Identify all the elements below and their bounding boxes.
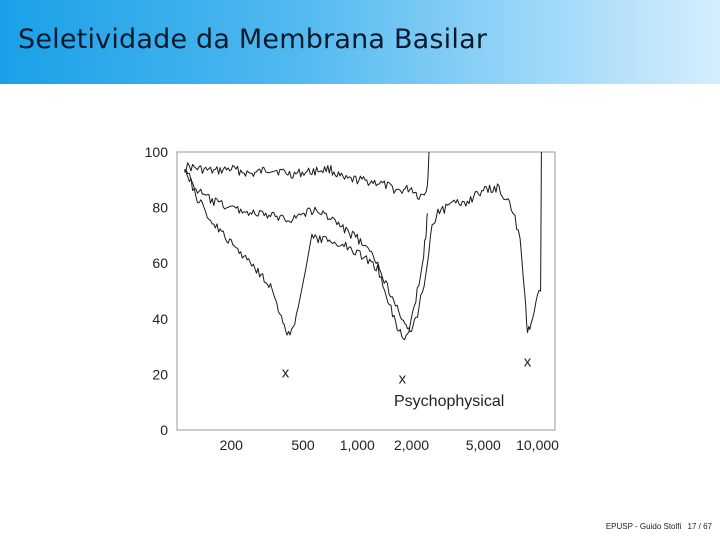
x-axis-ticks: 200 500 1,000 2,000 5,000 10,000: [220, 437, 560, 453]
y-tick-label: 60: [152, 255, 168, 271]
y-tick-label: 20: [152, 366, 168, 382]
x-tick-label: 1,000: [340, 437, 375, 453]
minimum-marker: x: [524, 354, 532, 371]
x-tick-label: 10,000: [516, 437, 559, 453]
plot-frame: [176, 151, 556, 431]
x-tick-label: 2,000: [394, 437, 429, 453]
y-tick-label: 100: [145, 144, 169, 160]
series-layer: [184, 151, 542, 341]
y-axis-ticks: 0 20 40 60 80 100: [145, 144, 169, 438]
footer-page: 17 / 67: [687, 522, 712, 531]
x-tick-label: 5,000: [466, 437, 501, 453]
title-bar: Seletividade da Membrana Basilar: [0, 0, 720, 84]
footer-author: EPUSP - Guido Stolfi: [605, 522, 682, 531]
chart-annotation: Psychophysical: [394, 393, 504, 410]
series-line: [184, 151, 542, 333]
slide-footer: EPUSP - Guido Stolfi 17 / 67: [602, 522, 712, 531]
minimum-marker: x: [399, 370, 407, 387]
series-line: [184, 169, 428, 341]
minimum-markers: x xx: [282, 354, 532, 388]
tuning-curve-chart: 0 20 40 60 80 100 200 500 1,000 2,000 5,000 10,000…: [145, 144, 560, 453]
series-line: [184, 151, 430, 200]
x-tick-label: 500: [291, 437, 315, 453]
minimum-marker: x: [282, 365, 290, 382]
y-tick-label: 40: [152, 311, 168, 327]
y-tick-label: 80: [152, 200, 168, 216]
y-tick-label: 0: [160, 422, 168, 438]
x-tick-label: 200: [220, 437, 244, 453]
slide-title: Seletividade da Membrana Basilar: [18, 24, 488, 55]
